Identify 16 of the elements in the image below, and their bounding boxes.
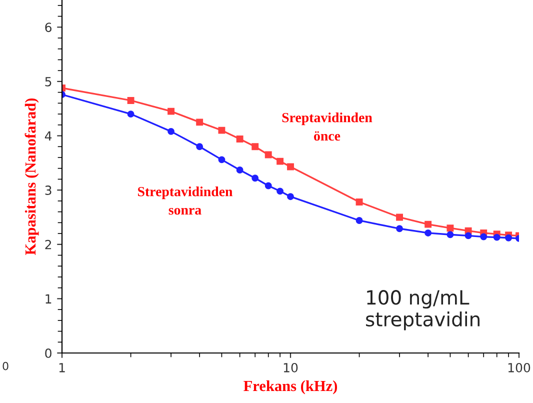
annotation: Sreptavidinden önce: [282, 112, 372, 141]
x-tick-label: 10: [284, 362, 298, 372]
y-tick-label: 0: [45, 348, 52, 358]
x-tick-label: 100: [508, 362, 530, 372]
y-axis-title: Kapasitans (Nanofarad): [24, 98, 39, 255]
x-axis-title: Frekans (kHz): [244, 380, 338, 394]
annotation: Streptavidinden sonra: [138, 186, 233, 215]
text: 0: [2, 362, 8, 370]
annotation: 100 ng/mL streptavidin: [366, 290, 480, 330]
y-tick-label: 4: [44, 131, 52, 141]
y-tick-label: 5: [45, 77, 52, 86]
y-tick-label: 1: [46, 294, 52, 304]
y-tick-label: 3: [45, 186, 52, 196]
x-tick-label: 1: [59, 363, 65, 372]
y-tick-label: 6: [45, 22, 52, 32]
y-tick-label: 2: [45, 240, 52, 250]
